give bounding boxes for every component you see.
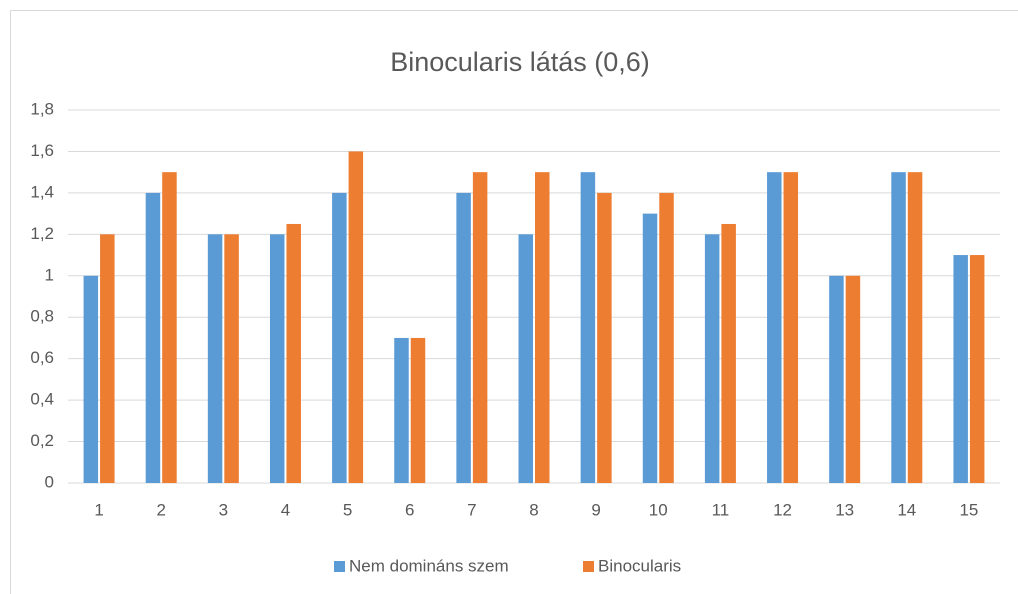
x-tick-label: 8 — [529, 500, 538, 519]
bar — [456, 192, 471, 483]
bar — [207, 234, 223, 483]
y-tick-label: 1,8 — [30, 99, 54, 118]
y-tick-label: 0,4 — [30, 390, 54, 409]
y-tick-label: 0,6 — [30, 348, 54, 367]
bar — [286, 223, 301, 483]
x-tick-label: 2 — [156, 500, 165, 519]
chart-title: Binocularis látás (0,6) — [390, 47, 650, 77]
bar — [891, 172, 906, 483]
bar — [845, 275, 861, 483]
bar — [659, 192, 674, 483]
bar — [597, 192, 612, 483]
bar — [472, 172, 488, 483]
x-tick-label: 4 — [281, 500, 290, 519]
x-tick-label: 6 — [405, 500, 414, 519]
x-tick-label: 3 — [219, 500, 228, 519]
bar — [100, 234, 115, 483]
bar — [224, 234, 239, 483]
bar — [535, 172, 550, 483]
x-tick-label: 7 — [467, 500, 476, 519]
bar — [721, 223, 736, 483]
bar — [83, 275, 99, 483]
bar — [969, 255, 985, 483]
legend-swatch — [583, 561, 594, 572]
x-tick-label: 12 — [773, 500, 792, 519]
x-tick-label: 13 — [835, 500, 854, 519]
bar — [162, 172, 177, 483]
bar — [907, 172, 923, 483]
legend-swatch — [334, 561, 345, 572]
x-tick-label: 5 — [343, 500, 352, 519]
x-tick-label: 9 — [591, 500, 600, 519]
bar — [642, 213, 658, 483]
bar — [145, 192, 161, 483]
y-tick-label: 0 — [45, 472, 54, 491]
y-tick-label: 1 — [45, 265, 54, 284]
bar — [348, 151, 364, 483]
x-tick-label: 11 — [712, 500, 730, 519]
bar — [518, 234, 533, 483]
bar — [580, 172, 596, 483]
legend-label: Nem domináns szem — [349, 556, 509, 575]
bar — [394, 337, 409, 483]
x-tick-label: 1 — [94, 500, 103, 519]
bar — [829, 275, 844, 483]
legend-label: Binocularis — [598, 556, 681, 575]
bar — [953, 255, 968, 483]
y-tick-label: 1,6 — [30, 141, 54, 160]
y-tick-label: 0,2 — [30, 431, 54, 450]
bar — [269, 234, 285, 483]
y-tick-label: 1,4 — [30, 182, 54, 201]
bar — [332, 192, 347, 483]
y-tick-label: 1,2 — [30, 224, 54, 243]
bar — [783, 172, 799, 483]
x-tick-label: 10 — [649, 500, 668, 519]
x-tick-label: 14 — [897, 500, 916, 519]
bar — [410, 337, 426, 483]
bar — [767, 172, 782, 483]
bar — [704, 234, 720, 483]
y-tick-label: 0,8 — [30, 307, 54, 326]
x-tick-label: 15 — [959, 500, 978, 519]
